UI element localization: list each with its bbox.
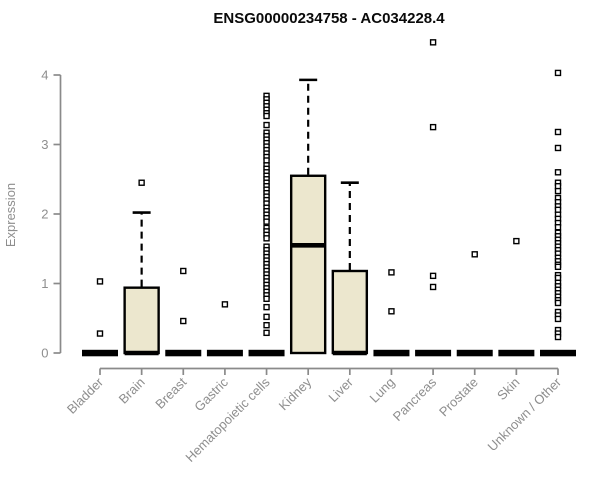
- x-tick-label: Liver: [325, 374, 356, 405]
- outlier-point: [263, 329, 270, 337]
- x-tick-label: Pancreas: [390, 374, 440, 424]
- x-tick-label: Kidney: [276, 374, 315, 413]
- y-axis-label: Expression: [3, 183, 18, 247]
- outlier-point: [138, 179, 145, 186]
- outlier-point: [180, 267, 187, 275]
- box: [123, 286, 160, 355]
- outlier-point: [554, 333, 562, 341]
- outlier-point: [554, 128, 562, 136]
- outlier-point: [180, 317, 187, 325]
- x-tick-label: Bladder: [64, 374, 107, 417]
- collapsed-box: [248, 349, 285, 357]
- outlier-point: [263, 303, 270, 311]
- x-tick-label: Gastric: [191, 374, 231, 414]
- outlier-point: [263, 218, 270, 225]
- outlier-point: [554, 263, 562, 271]
- outlier-point: [429, 123, 437, 131]
- collapsed-box: [206, 349, 243, 357]
- outlier-point: [554, 69, 562, 77]
- outlier-point: [263, 121, 270, 129]
- x-tick-label: Skin: [494, 375, 522, 403]
- outlier-point: [221, 301, 229, 308]
- y-tick-label: 2: [41, 207, 48, 222]
- outlier-point: [429, 39, 437, 46]
- collapsed-box: [415, 349, 452, 357]
- outlier-point: [554, 299, 562, 307]
- outlier-point: [554, 224, 562, 231]
- chart-title: ENSG00000234758 - AC034228.4: [213, 10, 445, 27]
- collapsed-box: [456, 349, 493, 357]
- collapsed-box: [165, 349, 202, 357]
- outlier-point: [429, 272, 437, 280]
- outlier-point: [554, 187, 562, 195]
- outlier-point: [429, 283, 437, 291]
- outlier-point: [96, 330, 104, 337]
- outlier-point: [263, 313, 270, 321]
- outlier-point: [263, 295, 270, 302]
- box: [331, 269, 369, 355]
- x-tick-label: Lung: [367, 375, 398, 406]
- collapsed-box: [540, 349, 576, 357]
- x-tick-label: Prostate: [436, 375, 481, 420]
- outlier-point: [388, 269, 395, 276]
- collapsed-box: [498, 349, 535, 357]
- outlier-point: [263, 322, 270, 329]
- outlier-point: [513, 237, 520, 245]
- collapsed-box: [82, 349, 118, 357]
- outlier-point: [554, 169, 562, 176]
- outlier-point: [554, 144, 562, 152]
- collapsed-box: [373, 349, 410, 357]
- x-tick-label: Unknown / Other: [485, 374, 565, 454]
- box: [289, 174, 327, 355]
- y-tick-label: 1: [41, 276, 48, 291]
- outlier-point: [263, 112, 270, 120]
- outlier-point: [554, 315, 562, 323]
- outlier-point: [263, 235, 270, 242]
- x-tick-label: Brain: [116, 375, 148, 407]
- x-tick-label: Breast: [152, 374, 189, 411]
- outlier-point: [388, 308, 395, 315]
- outlier-point: [96, 278, 104, 285]
- outlier-point: [471, 251, 478, 258]
- y-tick-label: 4: [41, 68, 48, 83]
- y-tick-label: 0: [41, 346, 48, 361]
- y-tick-label: 3: [41, 137, 48, 152]
